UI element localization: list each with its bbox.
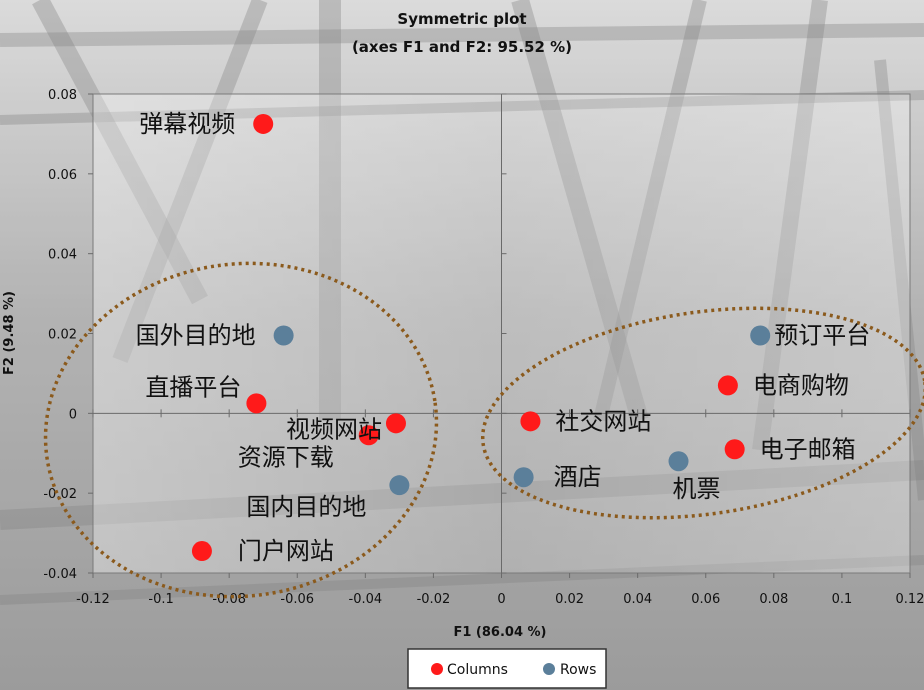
legend-rows-marker (543, 663, 555, 675)
x-tick-label: 0.06 (691, 592, 720, 607)
legend: Columns Rows (407, 648, 607, 689)
y-tick-label: -0.04 (43, 567, 77, 582)
column-point (520, 411, 541, 432)
row-point (750, 325, 771, 346)
legend-columns-label: Columns (447, 662, 508, 678)
data-points (191, 113, 771, 562)
x-tick-label: -0.08 (212, 592, 246, 607)
x-tick-label: -0.04 (349, 592, 383, 607)
point-label: 机票 (673, 475, 721, 503)
point-label: 电商购物 (753, 371, 849, 399)
x-tick-label: -0.12 (76, 592, 110, 607)
y-tick-label: 0.04 (48, 248, 77, 263)
chart-title: Symmetric plot (397, 10, 526, 28)
x-tick-label: 0.04 (623, 592, 652, 607)
left-cluster-ellipse (43, 261, 439, 599)
column-point (724, 439, 745, 460)
y-tick-label: 0 (69, 407, 77, 422)
y-tick-label: 0.08 (48, 88, 77, 103)
y-tick-label: -0.02 (43, 487, 77, 502)
point-label: 酒店 (554, 463, 602, 491)
row-point (513, 467, 534, 488)
column-point (385, 413, 406, 434)
row-point (389, 475, 410, 496)
legend-rows-label: Rows (560, 662, 596, 678)
y-axis-title: F2 (9.48 %) (2, 291, 17, 375)
column-point (717, 375, 738, 396)
point-label: 预订平台 (774, 321, 870, 349)
column-point (191, 541, 212, 562)
column-point (358, 425, 379, 446)
row-point (273, 325, 294, 346)
point-label: 视频网站 (286, 415, 382, 443)
point-label: 直播平台 (145, 373, 241, 401)
point-label: 资源下载 (238, 443, 334, 471)
x-tick-label: 0.02 (555, 592, 584, 607)
point-label: 电子邮箱 (760, 435, 856, 463)
x-tick-label: 0.08 (759, 592, 788, 607)
point-label: 社交网站 (555, 407, 651, 435)
legend-columns-marker (431, 663, 443, 675)
row-point (668, 451, 689, 472)
x-tick-label: -0.06 (280, 592, 314, 607)
x-tick-labels: -0.12 -0.1 -0.08 -0.06 -0.04 -0.02 0 0.02 0.04 0.… (76, 409, 924, 607)
x-tick-label: 0.1 (832, 592, 853, 607)
x-tick-label: 0 (497, 592, 505, 607)
y-tick-labels: -0.04 -0.02 0 0.02 0.04 0.06 0.08 (43, 88, 507, 582)
point-label: 弹幕视频 (139, 110, 235, 138)
y-tick-label: 0.02 (48, 328, 77, 343)
x-tick-label: -0.1 (148, 592, 173, 607)
column-point (253, 113, 274, 134)
right-cluster-ellipse (480, 306, 924, 520)
point-label: 国外目的地 (136, 321, 256, 349)
x-tick-label: -0.02 (417, 592, 451, 607)
y-tick-label: 0.06 (48, 168, 77, 183)
chart-subtitle: (axes F1 and F2: 95.52 %) (352, 38, 572, 56)
x-axis-title: F1 (86.04 %) (453, 625, 546, 640)
point-label: 门户网站 (238, 537, 334, 565)
point-label: 国内目的地 (246, 493, 366, 521)
column-point (246, 393, 267, 414)
x-tick-label: 0.12 (896, 592, 924, 607)
